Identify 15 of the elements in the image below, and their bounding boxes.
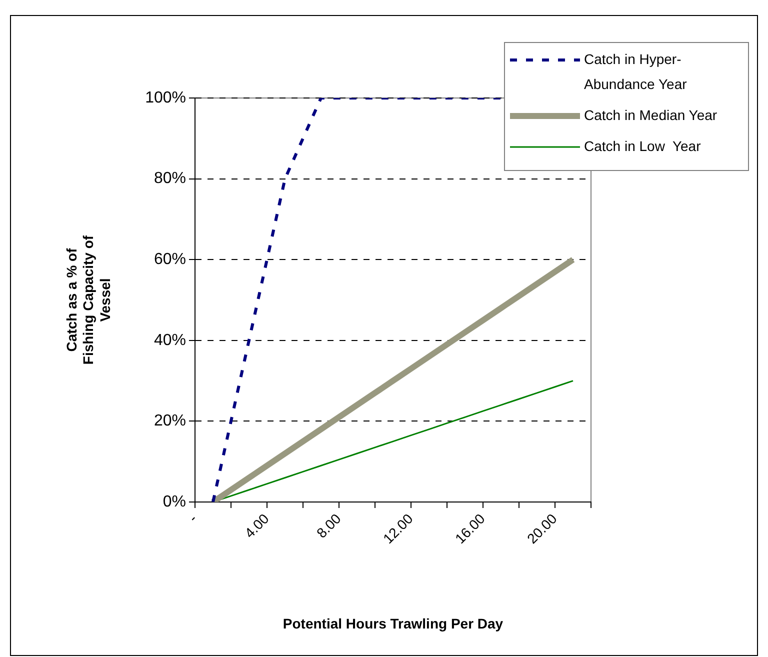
x-tick-label: 8.00 <box>313 510 344 542</box>
x-axis-title: Potential Hours Trawling Per Day <box>282 615 504 632</box>
legend-label: Catch in Median Year <box>584 106 718 123</box>
x-tick-label: - <box>185 510 200 526</box>
x-tick-label: 4.00 <box>241 510 272 542</box>
y-tick-label: 60% <box>154 251 186 268</box>
y-tick-label: 20% <box>154 412 186 430</box>
line-series <box>212 98 502 502</box>
y-tick-label: 0% <box>162 493 186 510</box>
y-tick-label: 80% <box>154 170 186 188</box>
y-tick-label: 40% <box>154 332 186 349</box>
legend-label: Catch in Low Year <box>584 138 702 154</box>
y-tick-label: 100% <box>145 89 186 106</box>
legend-label: Catch in Hyper-Abundance Year <box>584 50 688 92</box>
y-axis-title: Catch as a % of Fishing Capacity of Vessel <box>63 235 113 365</box>
